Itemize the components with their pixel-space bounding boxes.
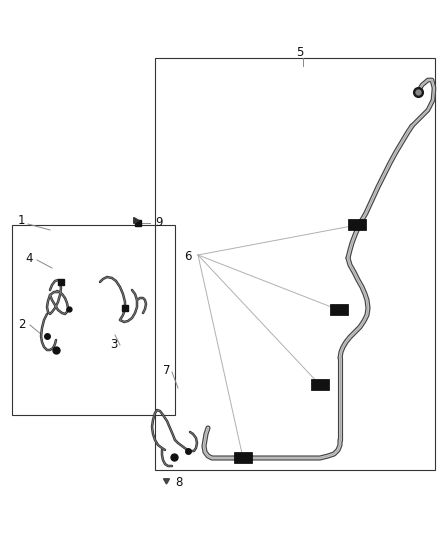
- Bar: [348, 219, 366, 230]
- Text: 5: 5: [296, 45, 304, 59]
- Text: 6: 6: [184, 249, 191, 262]
- Text: 1: 1: [18, 214, 25, 227]
- Text: 9: 9: [155, 215, 162, 229]
- Text: 8: 8: [175, 475, 182, 489]
- Bar: [234, 452, 252, 463]
- Bar: [330, 304, 348, 315]
- Bar: [311, 379, 329, 390]
- Text: 2: 2: [18, 319, 25, 332]
- Text: 7: 7: [163, 364, 170, 376]
- Text: 3: 3: [110, 338, 117, 351]
- Text: 4: 4: [25, 252, 32, 264]
- Bar: [155, 58, 435, 470]
- Bar: [12, 225, 175, 415]
